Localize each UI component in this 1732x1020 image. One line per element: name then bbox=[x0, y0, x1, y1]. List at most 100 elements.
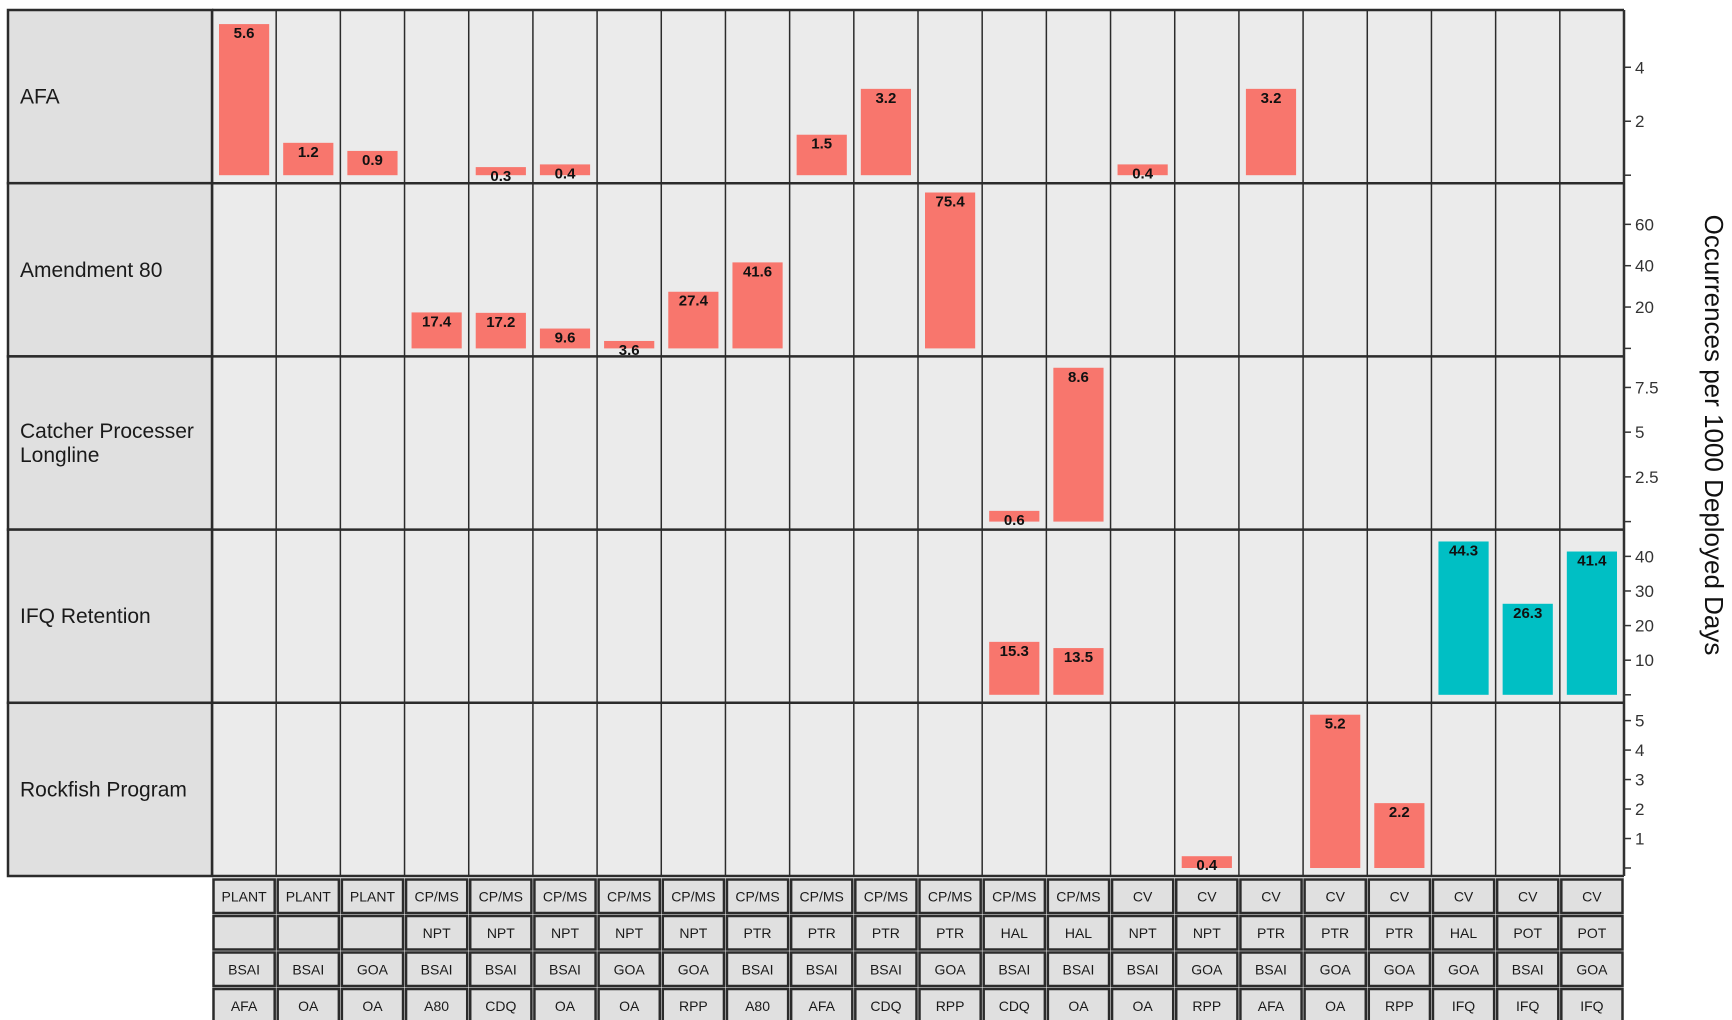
column-strip-cell: CP/MS bbox=[597, 878, 662, 915]
row-strip-box bbox=[6, 528, 214, 705]
column-strip-box bbox=[212, 987, 276, 1020]
bar bbox=[539, 328, 591, 349]
column-strip-cell: NPT bbox=[404, 914, 469, 951]
row-strip-label-line: Longline bbox=[20, 444, 99, 467]
column-strip-box bbox=[1367, 987, 1432, 1020]
column-strip-cell: GOA bbox=[1560, 951, 1624, 988]
column-strip-box bbox=[1303, 914, 1368, 951]
column-strip-label: BSAI bbox=[1063, 961, 1095, 977]
y-tick-label: 7.5 bbox=[1635, 378, 1659, 397]
column-strip-label: OA bbox=[555, 998, 576, 1014]
column-strip-label: CP/MS bbox=[607, 888, 651, 904]
column-strip-cell: GOA bbox=[597, 951, 662, 988]
column-strip-box bbox=[1174, 987, 1239, 1020]
y-tick-label: 5 bbox=[1635, 423, 1644, 442]
column-strip-box bbox=[1367, 914, 1432, 951]
row-strip-label-line: Amendment 80 bbox=[20, 259, 162, 282]
column-strip-cell: BSAI bbox=[468, 951, 533, 988]
column-strip-label: GOA bbox=[1191, 961, 1223, 977]
bar-value-label: 3.2 bbox=[875, 90, 896, 107]
column-strip-label: HAL bbox=[1065, 925, 1092, 941]
row-strip-label: Rockfish Program bbox=[20, 778, 187, 801]
column-strip-label: CP/MS bbox=[864, 888, 908, 904]
column-strip-cell: PLANT bbox=[340, 878, 405, 915]
column-strip-box bbox=[1560, 914, 1624, 951]
bar-labels-layer: 5.6 1.2 0.9 0.3 0.4 1.5 3.2 0.4 3.2 17.4 17.2 9.6 3.… bbox=[234, 25, 1607, 874]
bar-value-label: 17.2 bbox=[486, 314, 515, 331]
y-tick-label: 3 bbox=[1635, 771, 1644, 790]
column-strip-label: NPT bbox=[551, 925, 579, 941]
column-strip-label: BSAI bbox=[742, 961, 774, 977]
column-strip-label: GOA bbox=[1448, 961, 1480, 977]
bar bbox=[1374, 803, 1425, 868]
column-strip-box bbox=[533, 951, 597, 988]
bar bbox=[668, 291, 719, 349]
column-strip-label: NPT bbox=[679, 925, 707, 941]
bar-value-label: 75.4 bbox=[935, 194, 965, 211]
column-strip-label: HAL bbox=[1001, 925, 1028, 941]
bar bbox=[1438, 541, 1489, 695]
column-strip-box bbox=[468, 951, 533, 988]
column-strip-cell: A80 bbox=[725, 987, 790, 1020]
column-strip-label: OA bbox=[1133, 998, 1154, 1014]
column-strip-box bbox=[1367, 878, 1432, 915]
column-strip-label: AFA bbox=[808, 998, 835, 1014]
column-strip-label: BSAI bbox=[998, 961, 1030, 977]
column-strip-box bbox=[1239, 987, 1303, 1020]
column-strip-label: POT bbox=[1513, 925, 1542, 941]
bar-value-label: 0.3 bbox=[490, 168, 511, 185]
bar bbox=[796, 134, 847, 176]
column-strip-cell: CDQ bbox=[854, 987, 918, 1020]
column-strip-label: NPT bbox=[487, 925, 515, 941]
column-strip-label: CV bbox=[1133, 888, 1153, 904]
column-strip-cell: NPT bbox=[468, 914, 533, 951]
column-strip-box bbox=[404, 914, 469, 951]
column-strip-cell: CP/MS bbox=[789, 878, 854, 915]
column-strip-label: OA bbox=[298, 998, 319, 1014]
column-strip-cell: BSAI bbox=[404, 951, 469, 988]
row-strip: IFQ Retention bbox=[6, 528, 214, 705]
column-strip-box bbox=[1174, 878, 1239, 915]
column-strip-cell bbox=[340, 914, 405, 951]
column-strip-box bbox=[597, 987, 662, 1020]
bar-value-label: 44.3 bbox=[1449, 542, 1478, 559]
column-strip-box bbox=[468, 878, 533, 915]
column-strip-box bbox=[404, 878, 469, 915]
column-strip-label: CP/MS bbox=[735, 888, 779, 904]
column-strip-box bbox=[1560, 987, 1624, 1020]
column-strip-label: GOA bbox=[357, 961, 389, 977]
row-strip-label-line: IFQ Retention bbox=[20, 605, 151, 628]
column-strip-box bbox=[597, 878, 662, 915]
column-strip-label: RPP bbox=[1192, 998, 1221, 1014]
column-strip-cell: HAL bbox=[1431, 914, 1496, 951]
column-strip-label: PTR bbox=[872, 925, 900, 941]
column-strip-cell: RPP bbox=[661, 987, 726, 1020]
column-strip-label: BSAI bbox=[1255, 961, 1287, 977]
column-strip-label: A80 bbox=[424, 998, 449, 1014]
column-strip-label: CV bbox=[1582, 888, 1602, 904]
y-tick-label: 20 bbox=[1635, 617, 1654, 636]
column-strip-label: CP/MS bbox=[992, 888, 1036, 904]
column-strip-label: IFQ bbox=[1516, 998, 1539, 1014]
column-strip-cell: GOA bbox=[1431, 951, 1496, 988]
column-strip-label: BSAI bbox=[549, 961, 581, 977]
bar bbox=[1053, 648, 1104, 695]
column-strip-label: AFA bbox=[231, 998, 258, 1014]
bar bbox=[283, 142, 334, 176]
y-tick-label: 1 bbox=[1635, 830, 1644, 849]
column-strip-cell: AFA bbox=[212, 987, 276, 1020]
bar-value-label: 41.6 bbox=[743, 263, 772, 280]
column-strip-cell bbox=[212, 914, 276, 951]
column-strip-cell: CP/MS bbox=[404, 878, 469, 915]
grid-lines bbox=[210, 8, 1626, 878]
column-strip-label: HAL bbox=[1450, 925, 1477, 941]
column-strip-cell: CV bbox=[1495, 878, 1560, 915]
column-strip-label: PTR bbox=[1257, 925, 1285, 941]
column-strip-cell: PTR bbox=[1239, 914, 1303, 951]
bar bbox=[989, 641, 1040, 695]
column-strip-label: PTR bbox=[1321, 925, 1349, 941]
bar bbox=[347, 150, 398, 176]
column-strip-box bbox=[1303, 878, 1368, 915]
y-tick-label: 4 bbox=[1635, 741, 1644, 760]
column-strip-cell: NPT bbox=[661, 914, 726, 951]
